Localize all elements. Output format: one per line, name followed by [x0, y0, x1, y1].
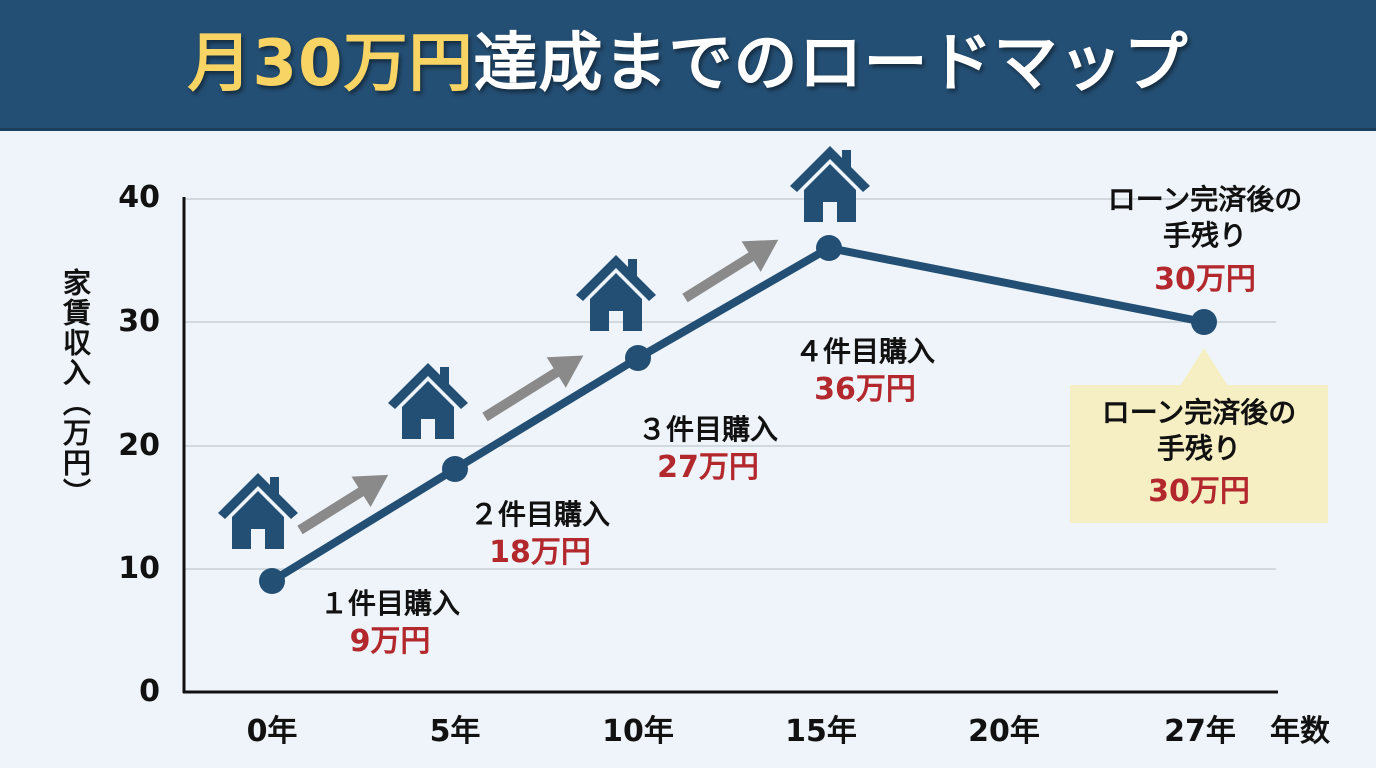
- data-points: [259, 235, 1217, 594]
- title-banner: [0, 0, 1376, 131]
- house-icon: [576, 255, 656, 331]
- x-tick-27: 27年: [1164, 714, 1236, 749]
- y-tick-0: 0: [139, 674, 160, 709]
- title-highlight: 月30万円: [187, 27, 474, 101]
- annotation-value: 18万円: [489, 535, 591, 570]
- x-tick-15: 15年: [785, 714, 857, 749]
- arrow-up-right-icon: [682, 239, 779, 303]
- arrow-up-right-icon: [482, 355, 584, 422]
- callout-label-line2: 手残り: [1156, 432, 1241, 465]
- house-icon: [218, 473, 298, 549]
- callout-value: 30万円: [1148, 474, 1250, 509]
- annotation-value: 36万円: [814, 372, 916, 407]
- growth-arrows: [297, 239, 779, 535]
- x-tick-0: 0年: [246, 714, 298, 749]
- y-axis-label: 家賃収入（万円）: [59, 268, 92, 508]
- annotation-purchase-2: ２件目購入 18万円: [440, 497, 640, 573]
- data-point-15: [816, 235, 842, 261]
- payoff-callout: ローン完済後の 手残り 30万円: [1070, 385, 1328, 523]
- annotation-value: 30万円: [1154, 262, 1256, 297]
- data-point-10: [625, 345, 651, 371]
- callout-pointer: [1180, 348, 1228, 386]
- axes: [182, 197, 1278, 694]
- data-point-5: [442, 456, 468, 482]
- arrow-up-right-icon: [297, 474, 389, 535]
- annotation-value: 27万円: [657, 450, 759, 485]
- title-rest: 達成までのロードマップ: [473, 27, 1189, 101]
- annotation-label-line2: 手残り: [1162, 219, 1247, 252]
- data-point-27: [1191, 309, 1217, 335]
- house-icon: [388, 363, 468, 439]
- annotation-purchase-1: １件目購入 9万円: [290, 586, 490, 662]
- x-tick-5: 5年: [429, 714, 481, 749]
- data-point-0: [259, 568, 285, 594]
- y-tick-30: 30: [118, 304, 160, 339]
- y-tick-20: 20: [118, 428, 160, 463]
- annotation-label: １件目購入: [319, 587, 460, 620]
- annotation-value: 9万円: [349, 624, 431, 659]
- annotation-purchase-3: ３件目購入 27万円: [608, 412, 808, 488]
- y-tick-40: 40: [118, 180, 160, 215]
- y-tick-10: 10: [118, 551, 160, 586]
- annotation-payoff: ローン完済後の 手残り 30万円: [1075, 182, 1335, 300]
- x-tick-10: 10年: [602, 714, 674, 749]
- page-title: 月30万円達成までのロードマップ: [0, 0, 1376, 128]
- annotation-purchase-4: ４件目購入 36万円: [765, 334, 965, 410]
- annotation-label-line1: ローン完済後の: [1107, 183, 1303, 216]
- house-icon: [790, 146, 870, 222]
- callout-label-line1: ローン完済後の: [1101, 396, 1297, 429]
- x-axis-label: 年数: [1270, 714, 1330, 749]
- x-tick-20: 20年: [968, 714, 1040, 749]
- houses: [218, 146, 870, 549]
- annotation-label: ３件目購入: [637, 413, 778, 446]
- annotation-label: ４件目購入: [794, 335, 935, 368]
- annotation-label: ２件目購入: [469, 498, 610, 531]
